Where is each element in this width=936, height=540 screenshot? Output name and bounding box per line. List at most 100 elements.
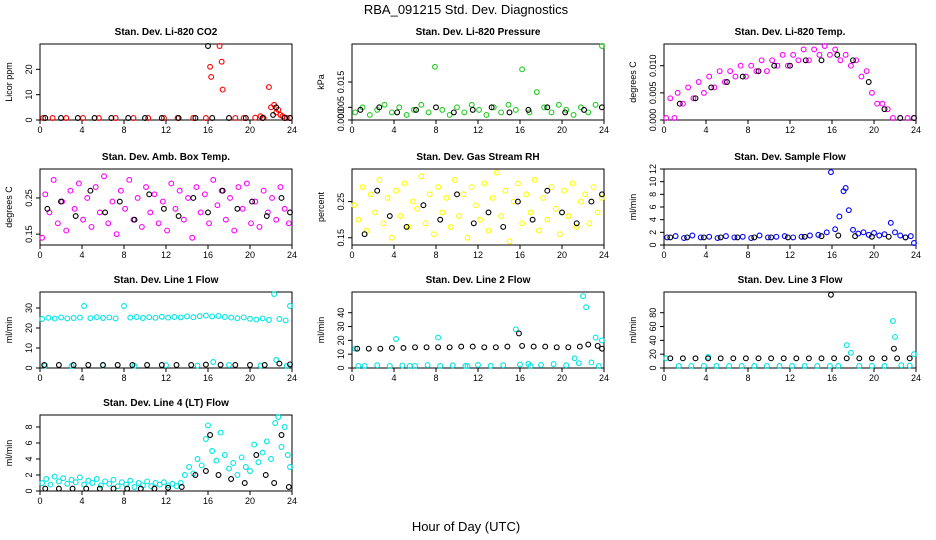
x-tick-label: 8 [433,125,438,135]
x-tick-label: 8 [433,250,438,260]
data-point [692,95,699,102]
data-point [367,191,374,198]
data-point [690,95,697,102]
data-point [676,100,683,107]
y-tick-label: 0.25 [336,193,346,211]
data-point [281,205,288,212]
data-point [563,362,570,369]
data-point [228,476,235,482]
data-point [88,223,95,230]
data-point [259,315,266,322]
data-point [458,343,465,350]
data-point [898,362,905,369]
data-point [763,363,770,369]
data-point [435,344,442,351]
data-point [123,481,130,488]
chart-title: Stan. Dev. Gas Stream RH [416,152,539,163]
x-tick-label: 0 [349,373,354,383]
chart-panel-1: Stan. Dev. Li-820 Pressure kPa 0 4 8 12 16 20 24… [316,27,609,135]
data-point [50,176,57,183]
y-tick-label: 12 [648,164,658,174]
data-point [598,195,605,201]
data-point [202,436,209,442]
data-point [418,101,425,108]
data-point [207,432,214,438]
data-point [238,454,245,461]
data-point [278,432,285,438]
data-point [488,104,495,111]
series-black [354,330,605,352]
data-point [256,223,263,230]
data-point [181,472,188,478]
x-tick-label: 16 [515,250,525,260]
data-point [818,57,825,64]
data-point [380,220,387,227]
data-point [437,216,444,223]
data-point [93,314,100,321]
data-point [443,195,450,201]
series-black [667,291,913,362]
y-tick-label: 10 [24,90,34,100]
data-point [510,198,517,205]
x-tick-label: 12 [161,496,171,506]
data-point [881,363,888,369]
chart-title: Stan. Dev. Amb. Box Temp. [102,152,230,163]
data-point [177,314,184,321]
data-point [592,334,599,341]
data-point [889,115,896,121]
data-point [755,355,762,362]
data-point [461,109,468,116]
data-point [110,485,117,492]
data-point [210,359,217,365]
data-point [565,213,572,219]
data-point [42,485,49,492]
data-point [433,104,439,111]
x-tick-label: 0 [37,373,42,383]
data-point [700,234,707,241]
data-point [884,106,891,113]
data-point [717,234,724,241]
data-point [889,318,896,324]
data-point [790,51,797,58]
data-point [481,180,488,187]
data-point [730,355,737,362]
data-point [573,223,580,230]
data-point [354,345,361,352]
data-point [240,314,247,321]
series-black [42,432,292,492]
data-point [249,198,256,205]
data-point [562,109,569,116]
plot-frame [39,291,293,369]
data-point [172,205,179,212]
x-tick-label: 0 [349,250,354,260]
x-tick-label: 20 [557,125,567,135]
data-point [399,362,406,369]
data-point [89,480,96,486]
data-point [263,438,270,445]
data-point [505,101,512,108]
y-tick-label: 0 [24,365,34,370]
data-point [675,363,682,369]
data-point [372,209,379,216]
data-point [215,472,222,478]
data-point [515,330,522,337]
data-point [585,109,592,116]
data-point [800,46,807,53]
data-point [897,115,904,121]
data-point [205,422,211,429]
data-point [168,180,175,187]
y-tick-label: 30 [24,303,34,313]
data-point [139,315,146,321]
data-point [412,344,418,351]
data-point [764,234,771,241]
data-point [860,229,867,236]
x-tick-label: 4 [391,250,396,260]
data-point [801,363,808,369]
data-point [527,209,534,216]
data-point [265,84,272,91]
data-point [555,101,562,108]
data-point [481,344,488,351]
data-point [83,485,90,492]
y-axis-label: kPa [316,74,326,90]
data-point [230,460,237,466]
